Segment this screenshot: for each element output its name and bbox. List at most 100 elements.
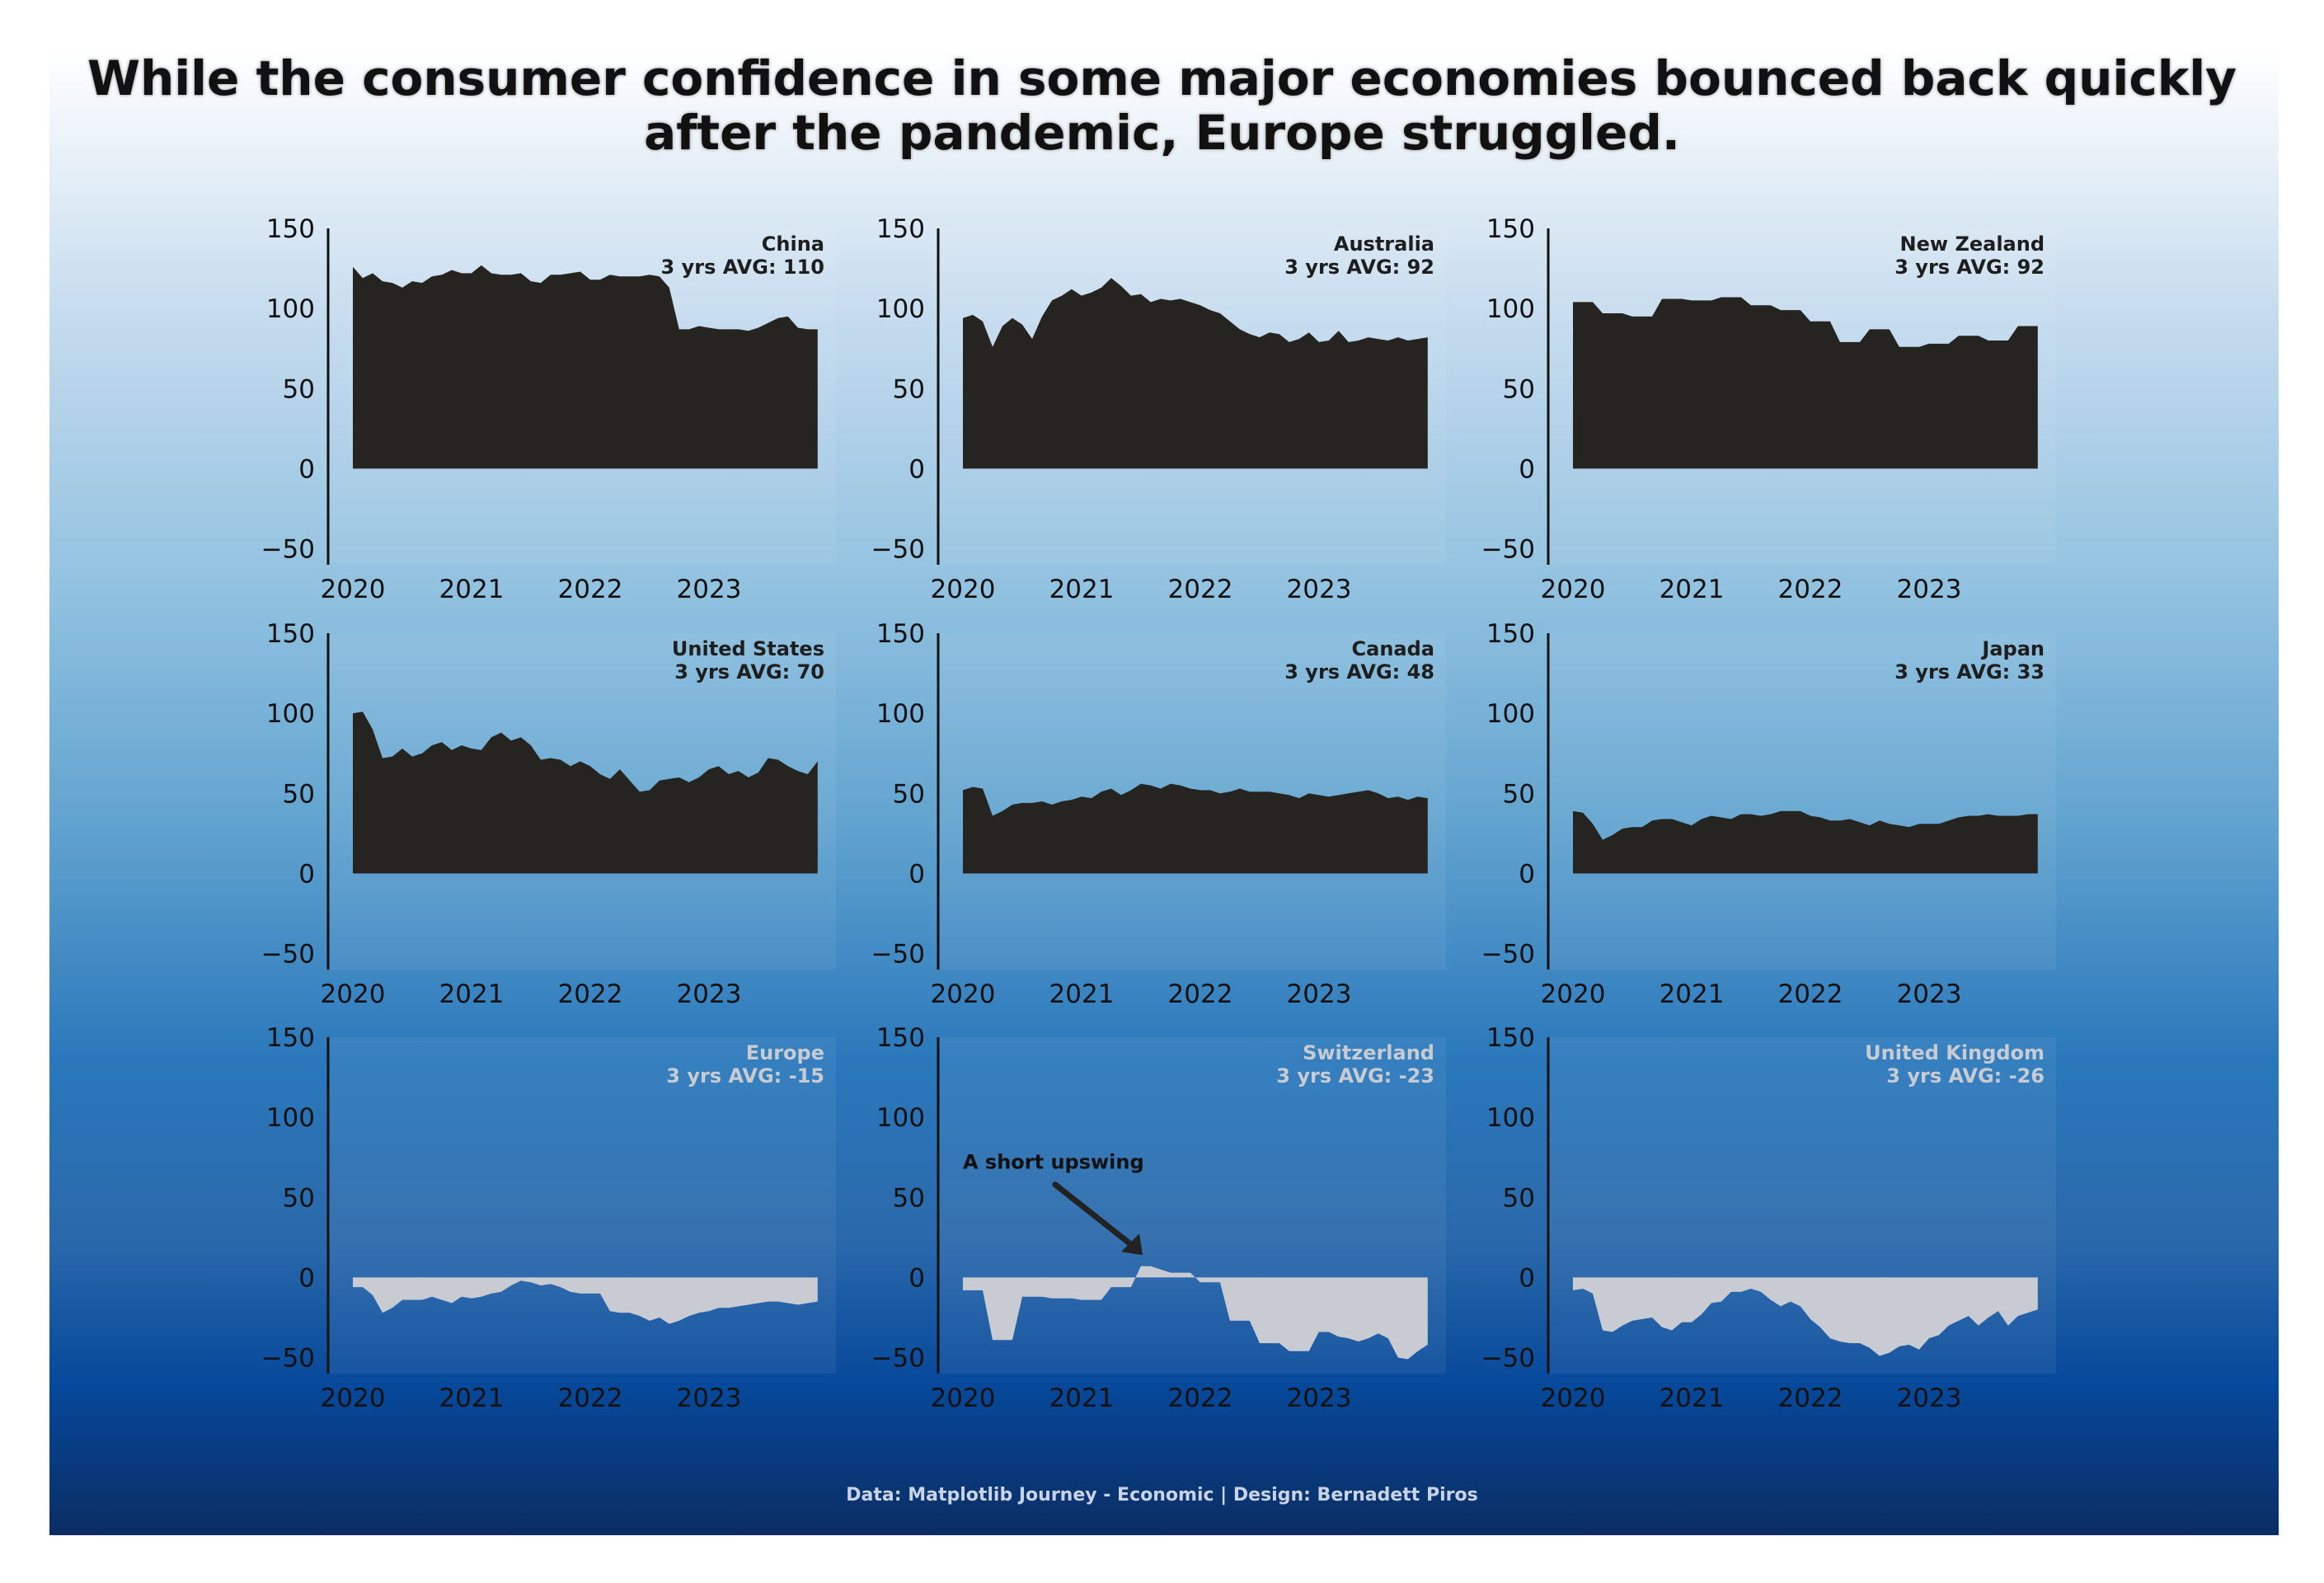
y-tick-label: 50 — [283, 374, 315, 404]
figure-title-line-2: after the pandemic, Europe struggled. — [644, 105, 1680, 161]
country-label: United Kingdom — [1865, 1041, 2045, 1064]
x-tick-label: 2021 — [439, 979, 505, 1009]
y-tick-label: 50 — [1503, 1183, 1535, 1213]
x-tick-label: 2021 — [1660, 979, 1725, 1009]
country-label: Europe — [746, 1041, 824, 1064]
x-tick-label: 2022 — [1168, 575, 1233, 604]
y-tick-label: 50 — [893, 779, 925, 809]
figure-title-line-1: While the consumer confidence in some ma… — [87, 50, 2237, 106]
y-tick-label: 50 — [1503, 374, 1535, 404]
x-tick-label: 2022 — [558, 979, 623, 1009]
y-tick-label: 150 — [266, 1023, 315, 1053]
average-label: 3 yrs AVG: -26 — [1886, 1064, 2045, 1087]
x-tick-label: 2023 — [677, 575, 742, 604]
country-label: United States — [672, 637, 824, 660]
area-series-switzerland — [963, 1266, 1428, 1360]
y-tick-label: −50 — [261, 940, 315, 970]
area-series-china — [353, 265, 818, 469]
credit-footer: Data: Matplotlib Journey - Economic | De… — [846, 1485, 1478, 1505]
x-tick-label: 2021 — [1049, 979, 1115, 1009]
plot-area — [1548, 633, 2056, 970]
average-label: 3 yrs AVG: 33 — [1894, 660, 2045, 683]
average-label: 3 yrs AVG: 92 — [1284, 256, 1434, 279]
area-series-united-kingdom — [1573, 1277, 2038, 1356]
average-label: 3 yrs AVG: 48 — [1284, 660, 1434, 683]
area-series-europe — [353, 1277, 818, 1324]
area-series-united-states — [353, 712, 818, 874]
y-tick-label: −50 — [261, 1344, 315, 1374]
y-tick-label: 50 — [1503, 779, 1535, 809]
y-tick-label: 100 — [876, 699, 925, 729]
country-label: China — [762, 233, 824, 256]
x-tick-label: 2023 — [677, 1383, 742, 1413]
y-tick-label: 50 — [283, 1183, 315, 1213]
y-tick-label: 150 — [876, 1023, 925, 1053]
y-tick-label: 0 — [298, 859, 315, 889]
x-tick-label: 2022 — [558, 1383, 623, 1413]
y-tick-label: −50 — [871, 535, 925, 565]
y-tick-label: 50 — [283, 779, 315, 809]
x-tick-label: 2021 — [1660, 1383, 1725, 1413]
y-tick-label: 50 — [893, 1183, 925, 1213]
y-tick-label: 0 — [908, 859, 925, 889]
country-label: Australia — [1334, 233, 1434, 256]
y-tick-label: 100 — [1486, 294, 1535, 324]
y-tick-label: −50 — [1481, 940, 1535, 970]
y-tick-label: 150 — [1486, 619, 1535, 649]
x-tick-label: 2020 — [931, 575, 996, 604]
y-tick-label: 0 — [908, 1263, 925, 1293]
x-tick-label: 2020 — [931, 1383, 996, 1413]
panel-united-states: −50 0 50 100 150 2020 2021 2022 2023 United State… — [261, 619, 836, 1009]
y-tick-label: 150 — [876, 214, 925, 244]
x-tick-label: 2020 — [931, 979, 996, 1009]
x-tick-label: 2023 — [1287, 575, 1352, 604]
x-tick-label: 2023 — [1287, 979, 1352, 1009]
country-label: Japan — [1980, 637, 2045, 660]
y-tick-label: 100 — [876, 294, 925, 324]
y-tick-label: 100 — [266, 294, 315, 324]
x-tick-label: 2023 — [1287, 1383, 1352, 1413]
country-label: New Zealand — [1900, 233, 2045, 256]
x-tick-label: 2022 — [1778, 979, 1843, 1009]
x-tick-label: 2022 — [1168, 1383, 1233, 1413]
annotation-arrow-head — [1121, 1233, 1143, 1256]
country-label: Switzerland — [1303, 1041, 1434, 1064]
y-tick-label: −50 — [1481, 535, 1535, 565]
y-tick-label: 150 — [876, 619, 925, 649]
panel-united-kingdom: −50 0 50 100 150 2020 2021 2022 2023 United Kingd… — [1481, 1023, 2056, 1413]
y-tick-label: 100 — [1486, 1103, 1535, 1133]
area-series-australia — [963, 278, 1428, 469]
y-tick-label: 0 — [1519, 1263, 1535, 1293]
x-tick-label: 2021 — [1049, 575, 1115, 604]
country-label: Canada — [1352, 637, 1434, 660]
y-tick-label: 0 — [1519, 859, 1535, 889]
x-tick-label: 2020 — [1541, 1383, 1606, 1413]
panel-switzerland: −50 0 50 100 150 2020 2021 2022 2023 Switzerland3… — [871, 1023, 1446, 1413]
annotation-text: A short upswing — [963, 1150, 1144, 1173]
figure-title: While the consumer confidence in some ma… — [0, 51, 2324, 160]
y-tick-label: −50 — [871, 1344, 925, 1374]
y-tick-label: −50 — [1481, 1344, 1535, 1374]
x-tick-label: 2023 — [1897, 979, 1962, 1009]
x-tick-label: 2022 — [1168, 979, 1233, 1009]
x-tick-label: 2020 — [1541, 979, 1606, 1009]
x-tick-label: 2020 — [321, 1383, 386, 1413]
x-tick-label: 2021 — [1049, 1383, 1115, 1413]
plot-area — [328, 1037, 836, 1374]
average-label: 3 yrs AVG: -23 — [1276, 1064, 1434, 1087]
x-tick-label: 2020 — [321, 575, 386, 604]
annotation-arrow-shaft — [1052, 1181, 1139, 1252]
y-tick-label: 0 — [1519, 454, 1535, 484]
x-tick-label: 2022 — [1778, 575, 1843, 604]
area-series-new-zealand — [1573, 297, 2038, 469]
x-tick-label: 2021 — [1660, 575, 1725, 604]
x-tick-label: 2021 — [439, 1383, 505, 1413]
x-tick-label: 2022 — [558, 575, 623, 604]
y-tick-label: 150 — [1486, 214, 1535, 244]
